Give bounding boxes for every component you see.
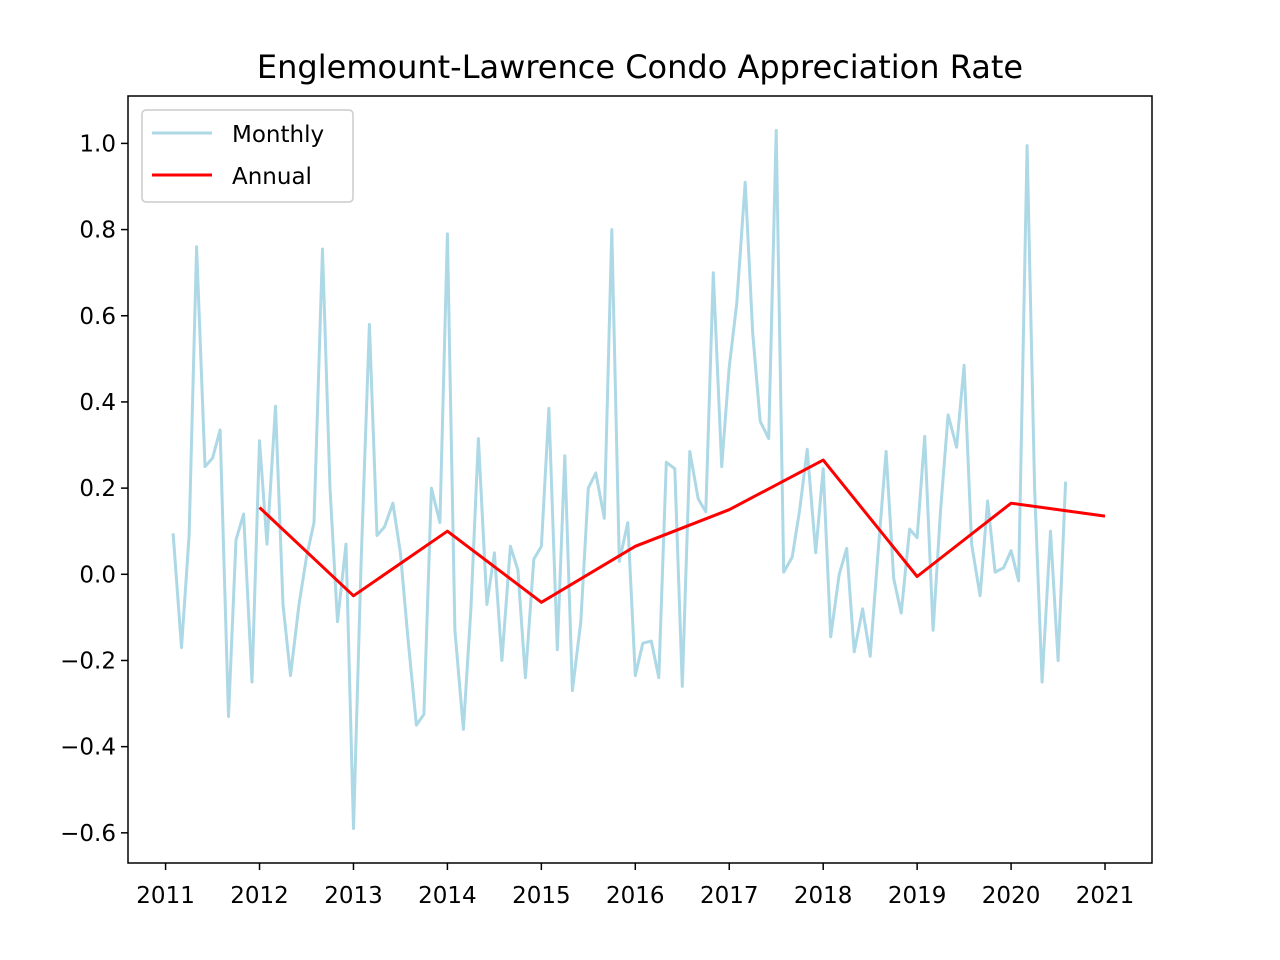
x-tick-label: 2013 <box>324 883 383 909</box>
legend-label-monthly: Monthly <box>232 122 324 148</box>
axes-frame <box>127 95 1153 864</box>
plot-area <box>171 129 1106 830</box>
legend-label-annual: Annual <box>232 164 312 190</box>
y-axis: −0.6 −0.4 −0.2 0.0 0.2 0.4 0.6 0.8 1.0 <box>60 131 128 847</box>
x-tick-label: 2020 <box>982 883 1041 909</box>
x-tick-label: 2014 <box>418 883 477 909</box>
x-tick-label: 2021 <box>1076 883 1135 909</box>
x-tick-label: 2018 <box>794 883 853 909</box>
y-tick-label: 0.8 <box>79 218 116 244</box>
x-tick-label: 2011 <box>136 883 195 909</box>
x-tick-label: 2017 <box>700 883 759 909</box>
x-axis: 2011 2012 2013 2014 2015 2016 2017 2018 2019 2020… <box>136 863 1134 909</box>
y-tick-label: 0.6 <box>79 304 116 330</box>
y-tick-label: 0.4 <box>79 390 116 416</box>
x-tick-label: 2016 <box>606 883 665 909</box>
y-tick-label: 0.0 <box>79 562 116 588</box>
chart-title: Englemount-Lawrence Condo Appreciation R… <box>257 48 1023 86</box>
series-line-monthly <box>171 129 1068 830</box>
y-tick-label: −0.2 <box>60 648 116 674</box>
x-tick-label: 2012 <box>230 883 289 909</box>
y-tick-label: −0.4 <box>60 735 116 761</box>
x-tick-label: 2015 <box>512 883 571 909</box>
series-line-annual <box>258 458 1106 604</box>
y-tick-label: 0.2 <box>79 476 116 502</box>
y-tick-label: 1.0 <box>79 131 116 157</box>
y-tick-label: −0.6 <box>60 821 116 847</box>
x-tick-label: 2019 <box>888 883 947 909</box>
legend: Monthly Annual <box>141 109 354 203</box>
